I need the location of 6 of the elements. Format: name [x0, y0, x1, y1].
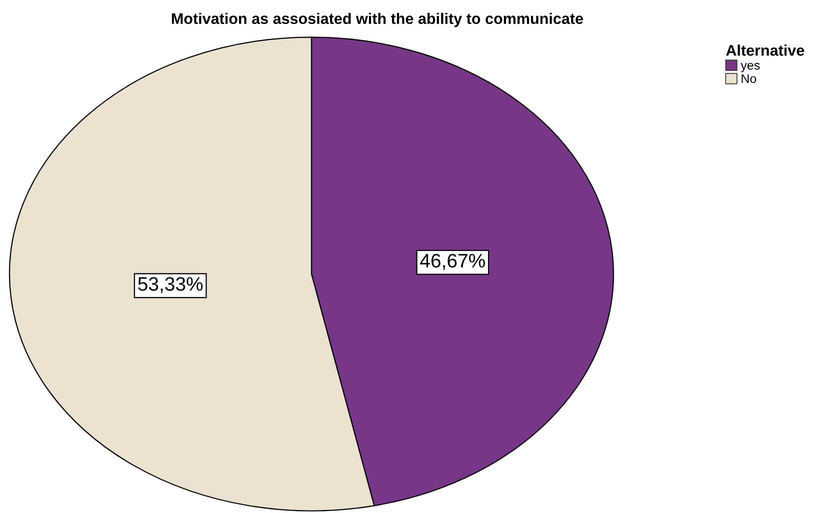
legend-label: yes: [740, 62, 760, 72]
legend-title: Alternative: [726, 44, 804, 56]
chart-title: Motivation as assosiated with the ability to communicate: [172, 12, 583, 28]
legend-label: No: [742, 74, 756, 84]
data-label: 46,67%: [420, 254, 485, 270]
data-label: 53,33%: [138, 277, 203, 294]
